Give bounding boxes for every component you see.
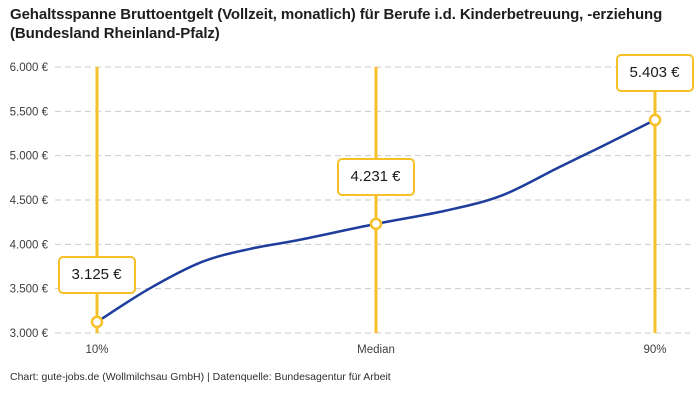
y-axis-tick-label: 4.500 € [10,195,49,207]
x-axis-label-median: Median [357,344,395,356]
y-axis-tick-label: 4.000 € [10,239,49,251]
y-axis-tick-label: 6.000 € [10,62,49,74]
chart-title: Gehaltsspanne Bruttoentgelt (Vollzeit, m… [10,6,663,42]
value-label-90th-percentile: 5.403 € [615,53,694,92]
value-label-10th-percentile: 3.125 € [57,255,136,294]
y-axis-tick-label: 5.000 € [10,151,49,163]
data-point-marker-10 [90,315,104,329]
data-point-marker-50 [369,217,383,231]
x-axis-label-10pct: 10% [85,344,109,356]
x-axis-label-90pct: 90% [643,344,667,356]
y-axis-tick-label: 5.500 € [10,106,49,118]
value-label-median: 4.231 € [336,157,415,196]
chart-footer-attribution: Chart: gute-jobs.de (Wollmilchsau GmbH) … [10,371,391,383]
y-axis-tick-label: 3.000 € [10,328,49,340]
y-axis-tick-label: 3.500 € [10,284,49,296]
data-point-marker-90 [648,113,662,127]
